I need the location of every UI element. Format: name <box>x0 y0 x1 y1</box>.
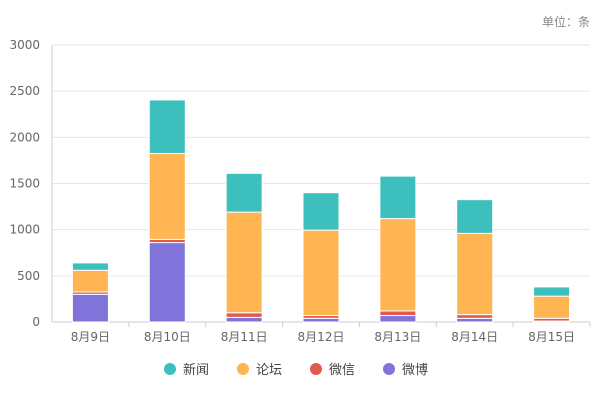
bar-segment-3-6[interactable] <box>533 286 571 297</box>
bar-segment-3-4[interactable] <box>379 175 417 220</box>
x-tick-label: 8月13日 <box>374 330 421 344</box>
legend-label: 微信 <box>329 363 355 378</box>
bar-segment-1-5[interactable] <box>456 314 494 319</box>
bar-segment-0-5[interactable] <box>456 317 494 323</box>
bar-segment-2-3[interactable] <box>302 229 340 317</box>
bar-segment-0-0[interactable] <box>71 293 109 323</box>
y-tick-label: 2500 <box>9 84 40 98</box>
bar-segment-1-2[interactable] <box>225 312 263 318</box>
bars <box>71 99 571 323</box>
bar-segment-2-5[interactable] <box>456 232 494 316</box>
x-tick-label: 8月12日 <box>298 330 345 344</box>
y-tick-label: 1000 <box>9 223 40 237</box>
bar-segment-3-2[interactable] <box>225 172 263 213</box>
bar-segment-0-3[interactable] <box>302 317 340 323</box>
unit-label: 单位：条 <box>542 14 590 29</box>
bar-segment-0-4[interactable] <box>379 315 417 323</box>
y-tick-label: 3000 <box>9 38 40 52</box>
x-tick-label: 8月15日 <box>528 330 575 344</box>
legend-item[interactable]: 论坛 <box>237 363 282 378</box>
y-tick-label: 2000 <box>9 130 40 144</box>
legend-swatch <box>237 363 249 375</box>
bar-segment-2-0[interactable] <box>71 269 109 293</box>
legend-label: 论坛 <box>256 363 282 378</box>
legend[interactable]: 新闻 论坛 微信 微博 <box>164 362 428 378</box>
bar-segment-3-5[interactable] <box>456 199 494 234</box>
x-tick-label: 8月9日 <box>71 330 110 344</box>
bar-segment-1-4[interactable] <box>379 310 417 317</box>
legend-item[interactable]: 新闻 <box>164 362 209 378</box>
bar-segment-0-1[interactable] <box>148 242 186 323</box>
legend-label: 微博 <box>402 363 428 378</box>
axes: 0 500 1000 1500 2000 2500 3000 8月9日 8月10日 8月11日 8月… <box>9 38 591 344</box>
bar-segment-3-0[interactable] <box>71 262 109 271</box>
legend-swatch <box>164 363 176 375</box>
bar-segment-2-2[interactable] <box>225 211 263 314</box>
y-tick-label: 1500 <box>9 177 40 191</box>
bar-segment-2-4[interactable] <box>379 218 417 312</box>
x-tick-label: 8月14日 <box>451 330 498 344</box>
bar-segment-2-1[interactable] <box>148 152 186 240</box>
y-tick-label: 0 <box>32 315 40 329</box>
legend-label: 新闻 <box>183 362 209 378</box>
bar-segment-3-3[interactable] <box>302 192 340 231</box>
legend-swatch <box>383 363 395 375</box>
bar-segment-0-2[interactable] <box>225 316 263 323</box>
grid-lines <box>52 44 590 277</box>
bar-segment-2-6[interactable] <box>533 295 571 319</box>
x-tick-label: 8月11日 <box>221 330 268 344</box>
legend-item[interactable]: 微博 <box>383 363 428 378</box>
x-tick-label: 8月10日 <box>144 330 191 344</box>
legend-item[interactable]: 微信 <box>310 363 355 378</box>
bar-segment-3-1[interactable] <box>148 99 186 154</box>
legend-swatch <box>310 363 322 375</box>
y-tick-label: 500 <box>17 269 40 283</box>
